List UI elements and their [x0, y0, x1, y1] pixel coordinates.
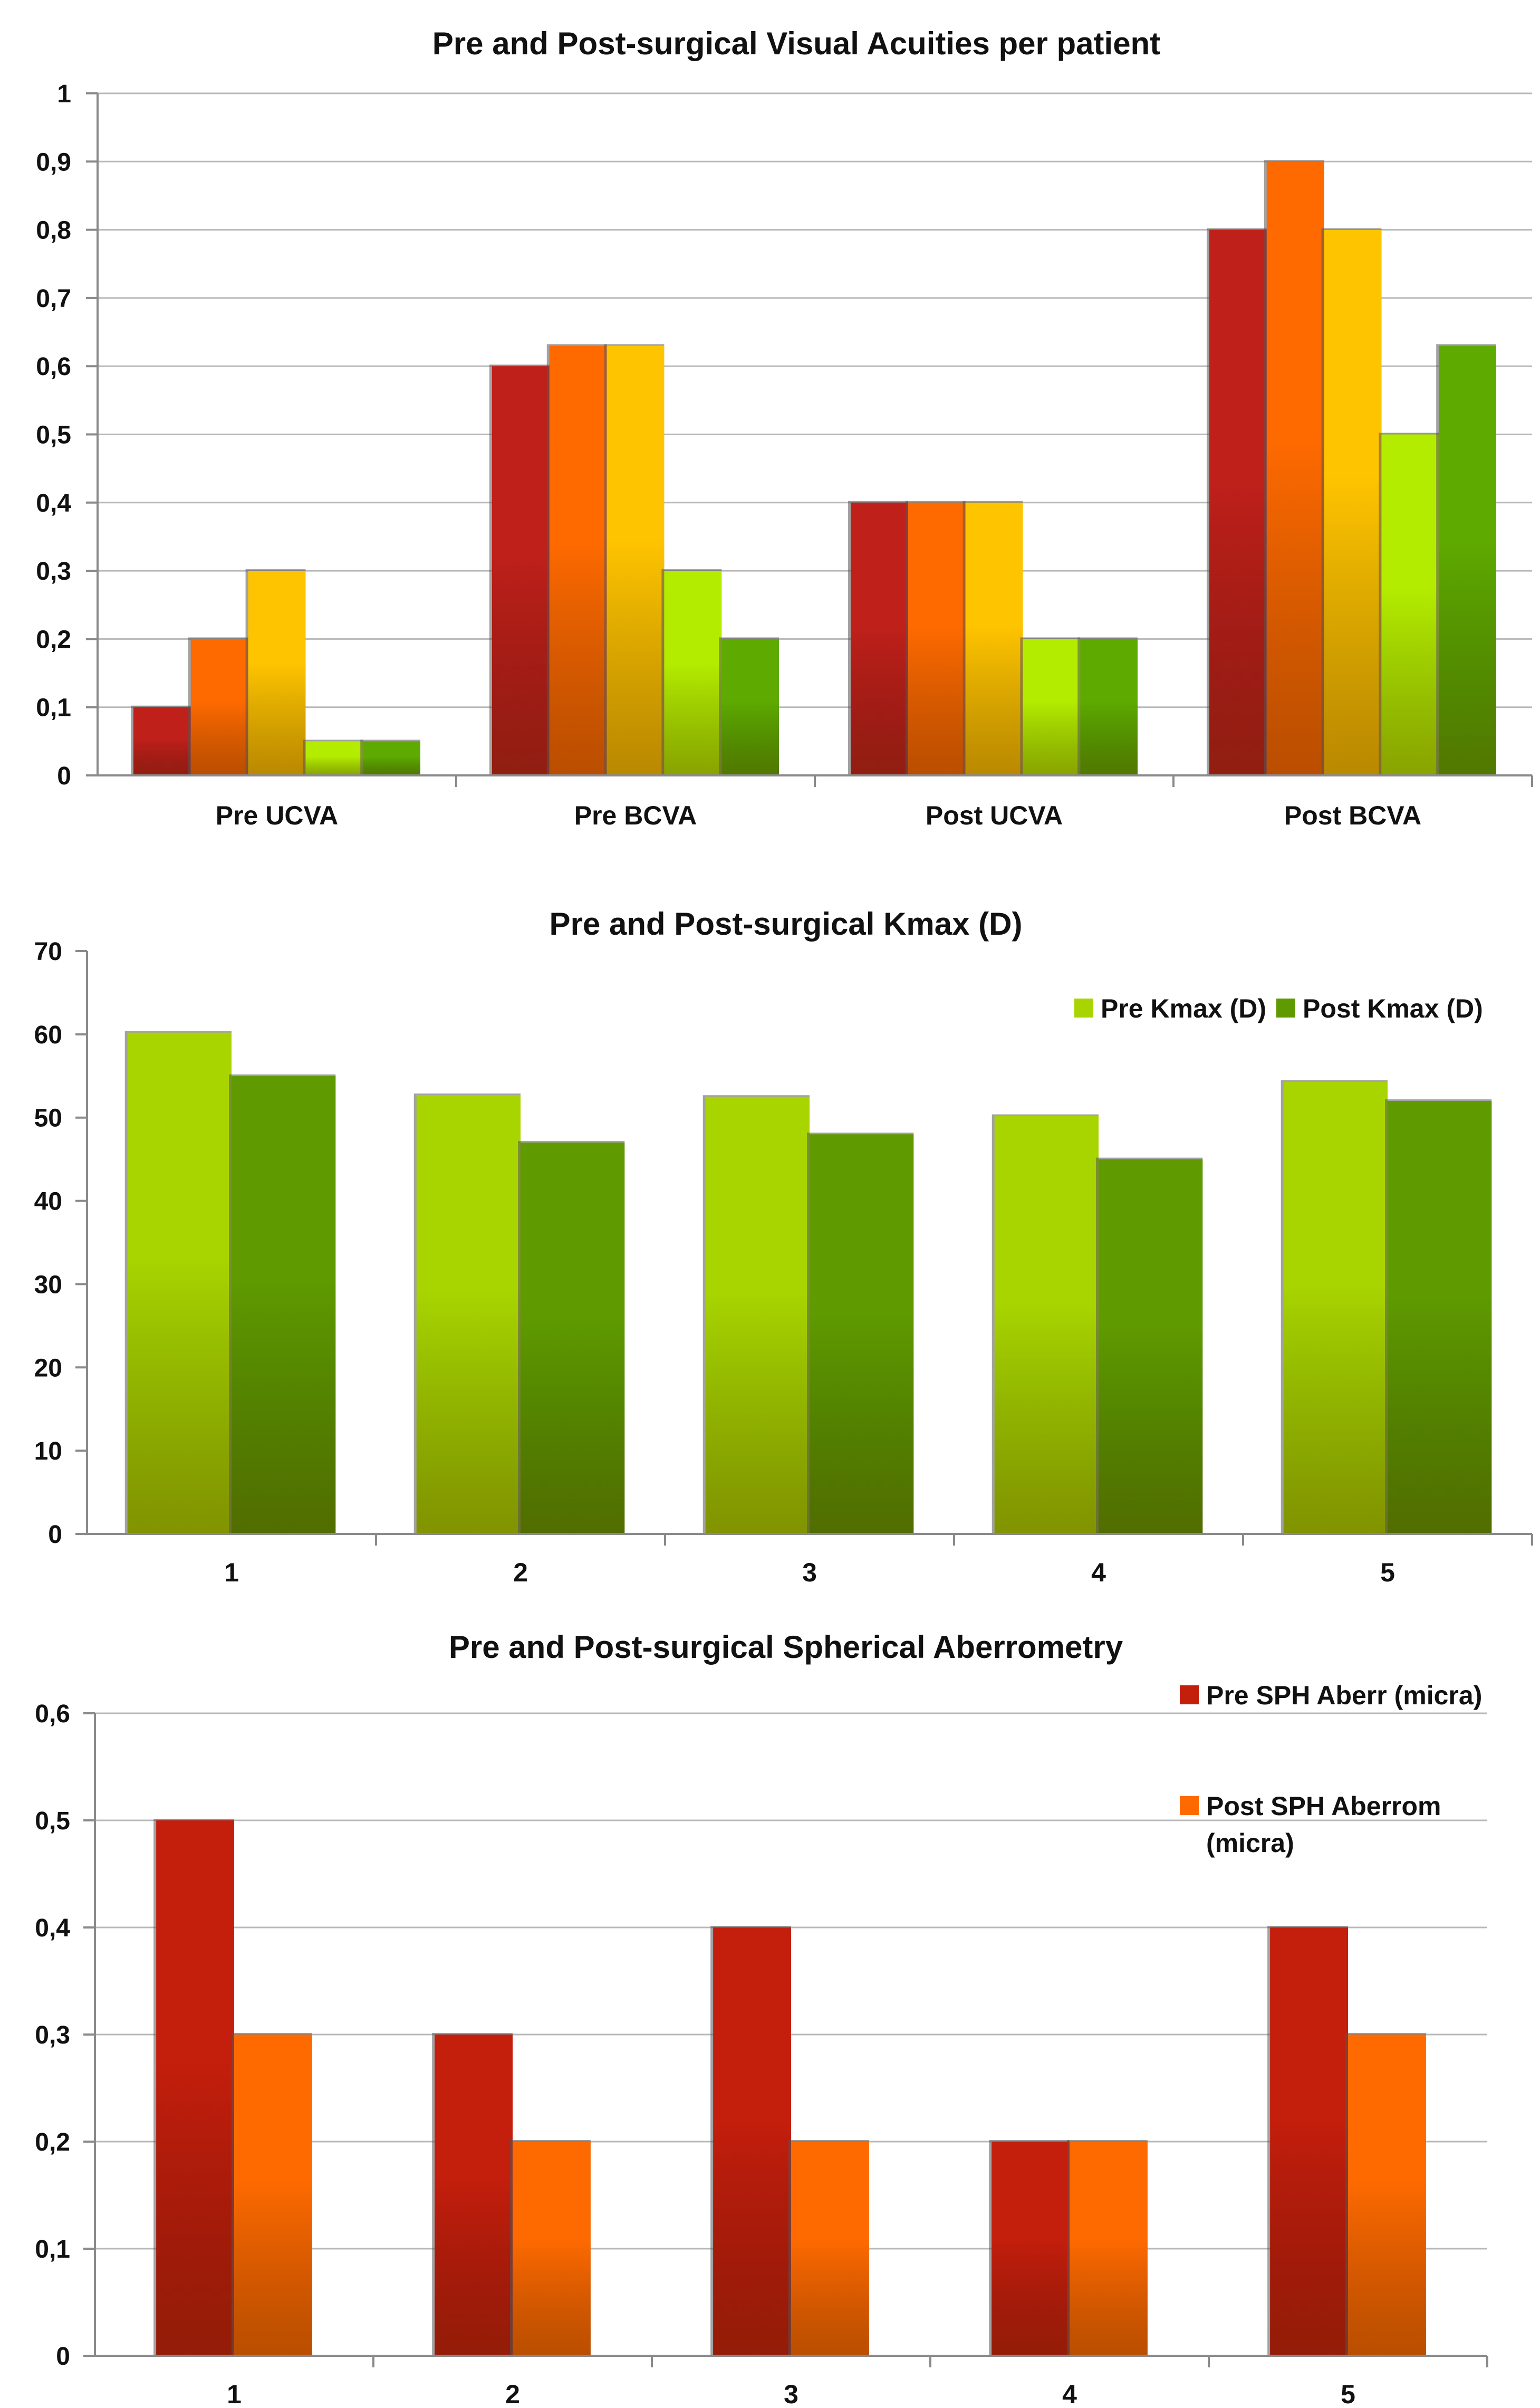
bar-shading — [435, 2035, 513, 2356]
bar-shading — [713, 1927, 791, 2356]
y-tick-label: 20 — [34, 1354, 62, 1382]
y-tick-label: 0,9 — [36, 148, 71, 176]
legend: Pre SPH Aberr (micra) Post SPH Aberrom (m… — [1180, 1681, 1482, 1858]
y-tick-label: 60 — [34, 1021, 62, 1049]
x-category-label: Pre UCVA — [216, 801, 338, 830]
x-category-label: Pre BCVA — [574, 801, 697, 830]
bar-shading — [1270, 1927, 1348, 2356]
x-category-label: 5 — [1380, 1558, 1395, 1587]
y-tick-label: 0 — [56, 2343, 70, 2371]
x-category-label: 2 — [505, 2380, 520, 2408]
bar-shading — [1099, 1159, 1203, 1534]
bar-shading — [1388, 1101, 1492, 1534]
bar-shading — [992, 2142, 1070, 2356]
visual-acuities-chart: Pre and Post-surgical Visual Acuities pe… — [36, 26, 1533, 830]
y-tick-label: 0,1 — [36, 694, 71, 722]
y-tick-label: 0,4 — [36, 490, 71, 517]
y-tick-label: 0,6 — [36, 353, 71, 381]
bar-shading — [607, 346, 665, 775]
bar-shading — [416, 1095, 521, 1534]
bar-shading — [305, 741, 363, 775]
spherical-aberrometry-chart: Pre and Post-surgical Spherical Aberrome… — [35, 1629, 1488, 2408]
chart-title: Pre and Post-surgical Kmax (D) — [550, 906, 1023, 942]
bar-shading — [1023, 639, 1081, 775]
bar-shading — [851, 502, 908, 775]
legend-swatch-post-sph — [1180, 1796, 1199, 1815]
bar-shading — [133, 707, 191, 775]
y-tick-label: 40 — [34, 1188, 62, 1216]
bar-shading — [1348, 2035, 1426, 2356]
x-category-label: 5 — [1341, 2380, 1355, 2408]
y-tick-label: 10 — [34, 1437, 62, 1465]
y-tick-label: 0,8 — [36, 217, 71, 245]
bar-shading — [810, 1134, 914, 1534]
x-category-label: 2 — [513, 1558, 528, 1587]
bar-shading — [1070, 2142, 1148, 2356]
legend-label-post-sph: Post SPH Aberrom (micra) — [1206, 1791, 1441, 1858]
bar-shading — [705, 1097, 810, 1534]
legend-swatch-pre-sph — [1180, 1685, 1199, 1704]
y-tick-label: 0,7 — [36, 285, 71, 313]
y-tick-label: 50 — [34, 1105, 62, 1133]
y-tick-label: 0,6 — [35, 1700, 70, 1728]
y-tick-label: 0 — [48, 1521, 62, 1549]
bar-shading — [1439, 346, 1496, 775]
legend-swatch-post-kmax — [1276, 999, 1295, 1018]
bar-shading — [549, 346, 607, 775]
bar-shading — [190, 639, 248, 775]
x-category-label: 1 — [224, 1558, 239, 1587]
bar-shading — [721, 639, 779, 775]
bar-shading — [994, 1116, 1099, 1534]
bar-shading — [521, 1143, 625, 1534]
y-tick-label: 30 — [34, 1271, 62, 1299]
bar-shading — [1266, 161, 1324, 775]
bar-shading — [513, 2142, 591, 2356]
x-category-label: Post BCVA — [1284, 801, 1421, 830]
bar-shading — [791, 2142, 869, 2356]
bar-shading — [1381, 434, 1439, 775]
legend-swatch-pre-kmax — [1074, 999, 1093, 1018]
legend-label-pre-kmax: Pre Kmax (D) — [1101, 994, 1266, 1023]
legend: Pre Kmax (D) Post Kmax (D) — [1074, 994, 1483, 1023]
y-tick-label: 70 — [34, 938, 62, 966]
bar-shading — [127, 1032, 232, 1534]
bar-shading — [1209, 229, 1267, 776]
bar-shading — [1283, 1081, 1388, 1534]
x-category-label: 4 — [1091, 1558, 1106, 1587]
y-tick-label: 0,5 — [36, 421, 71, 449]
kmax-chart: Pre and Post-surgical Kmax (D) 0 10 20 30 40… — [34, 906, 1533, 1587]
bar-shading — [1080, 639, 1138, 775]
bar-shading — [965, 502, 1023, 775]
y-tick-label: 0,2 — [35, 2128, 70, 2156]
y-tick-label: 0 — [57, 762, 71, 790]
y-tick-label: 1 — [57, 80, 71, 108]
bar-shading — [248, 571, 306, 775]
bar-shading — [908, 502, 966, 775]
y-tick-label: 0,3 — [35, 2021, 70, 2049]
y-tick-label: 0,3 — [36, 558, 71, 586]
x-category-label: 3 — [784, 2380, 798, 2408]
y-tick-label: 0,1 — [35, 2236, 70, 2263]
y-tick-label: 0,2 — [36, 626, 71, 654]
y-tick-label: 0,4 — [35, 1914, 70, 1942]
bar-shading — [1324, 229, 1382, 776]
bar-shading — [232, 1076, 336, 1534]
x-category-label: Post UCVA — [926, 801, 1063, 830]
bar-shading — [664, 571, 722, 775]
chart-title: Pre and Post-surgical Visual Acuities pe… — [432, 26, 1160, 61]
legend-label-post-kmax: Post Kmax (D) — [1303, 994, 1483, 1023]
bar-shading — [156, 1820, 234, 2356]
bar-shading — [363, 741, 420, 775]
x-category-label: 4 — [1062, 2380, 1077, 2408]
y-tick-label: 0,5 — [35, 1807, 70, 1835]
x-category-label: 3 — [802, 1558, 817, 1587]
chart-title: Pre and Post-surgical Spherical Aberrome… — [449, 1629, 1123, 1665]
bar-shading — [492, 366, 550, 775]
x-category-label: 1 — [227, 2380, 242, 2408]
legend-label-pre-sph: Pre SPH Aberr (micra) — [1206, 1681, 1482, 1710]
bar-shading — [234, 2035, 312, 2356]
